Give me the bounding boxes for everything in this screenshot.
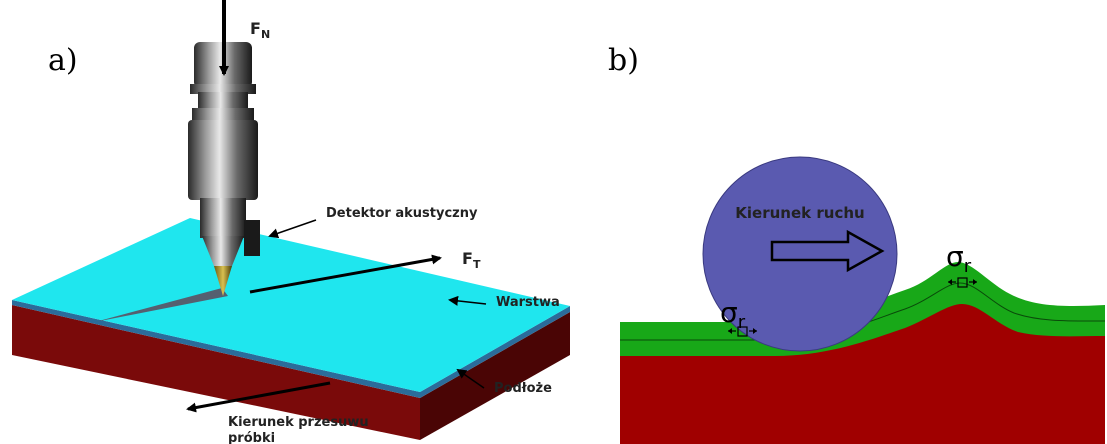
- substrate-front-face: [12, 305, 420, 440]
- panel-b-label: b): [608, 43, 639, 78]
- rolling-ball: [702, 156, 898, 352]
- detector-pointer: [268, 219, 317, 239]
- substrate-label: Podłoże: [494, 381, 552, 396]
- layer-label: Warstwa: [496, 295, 560, 310]
- substrate-side-face: [420, 312, 570, 440]
- acoustic-detector-label: Detektor akustyczny: [326, 206, 478, 221]
- ball-direction-label: Kierunek ruchu: [735, 204, 864, 222]
- panel-a: a) FN FT Detektor akustycz: [12, 0, 570, 444]
- substrate-region: [620, 304, 1105, 444]
- substrate-pointer: [456, 368, 485, 389]
- scratch-tester-stylus: [188, 42, 258, 296]
- layer-pointer: [448, 295, 487, 306]
- stress-element-right: [948, 277, 977, 288]
- acoustic-detector-box: [244, 220, 260, 256]
- normal-force-label: FN: [250, 19, 270, 41]
- sample-direction-arrow: [186, 381, 331, 413]
- stress-element-left: [728, 326, 757, 337]
- stress-symbol-left: σr: [720, 296, 746, 333]
- tangential-force-arrow: [249, 254, 442, 294]
- panel-a-label: a): [48, 43, 78, 78]
- motion-direction-arrow: [770, 229, 885, 273]
- sample-direction-label-line1: Kierunek przesuwu: [228, 415, 369, 430]
- tangential-force-label: FT: [462, 249, 481, 271]
- panel-b: b) Kierunek ruchu σr σr: [608, 43, 1106, 444]
- stress-symbol-right: σr: [946, 240, 972, 277]
- sample-direction-label-line2: próbki: [228, 431, 275, 444]
- layer-top-surface: [12, 218, 570, 392]
- scratch-groove: [95, 288, 228, 322]
